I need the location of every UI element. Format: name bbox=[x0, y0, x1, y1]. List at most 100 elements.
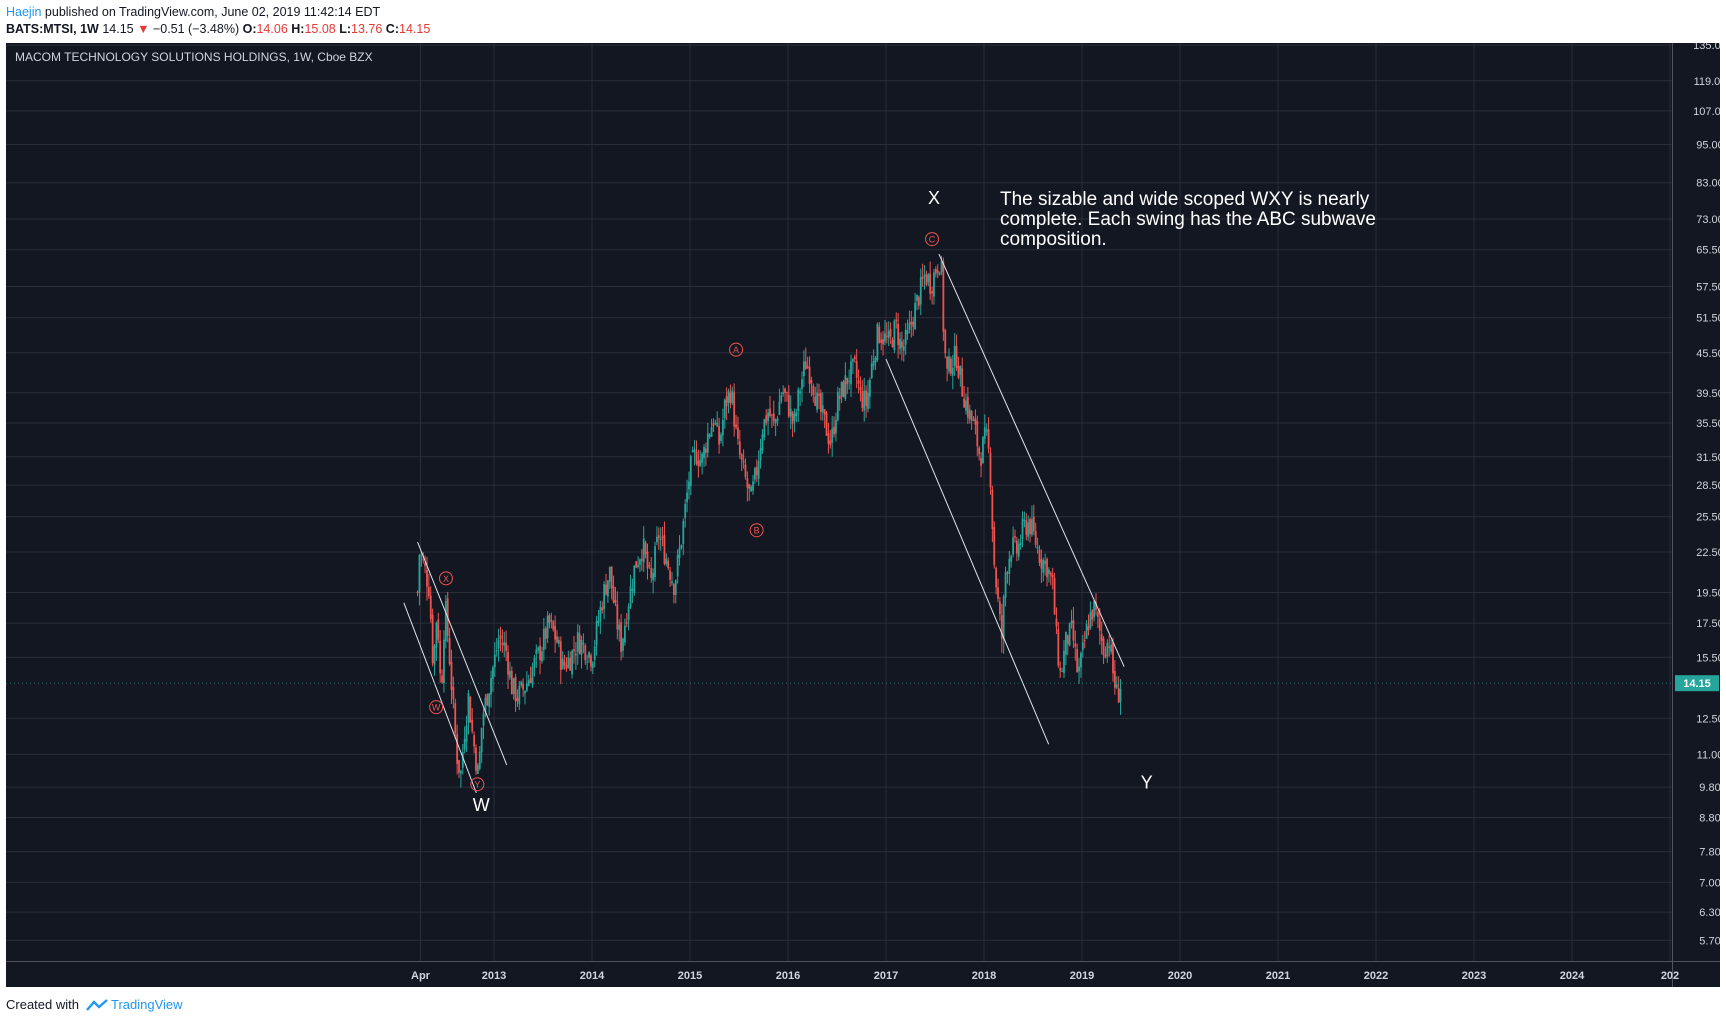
y-tick-label: 65.50 bbox=[1696, 245, 1720, 257]
candle-body bbox=[539, 645, 541, 661]
candle bbox=[901, 331, 903, 361]
candle-body bbox=[735, 424, 737, 428]
candle bbox=[476, 762, 479, 774]
candle-body bbox=[646, 551, 649, 569]
candle bbox=[876, 322, 879, 363]
wave-label-text: X bbox=[443, 574, 449, 584]
candle bbox=[429, 586, 432, 623]
candle bbox=[1119, 679, 1122, 715]
candle bbox=[1061, 667, 1063, 672]
chart-area[interactable]: 135.00 119.00 107.00 95.00 83.00 73.00 65.50 57… bbox=[6, 40, 1726, 987]
candle bbox=[424, 555, 426, 574]
degree-label-y: Y bbox=[1141, 773, 1153, 793]
candle-body bbox=[765, 415, 768, 423]
candle-body bbox=[431, 614, 434, 664]
candle-body bbox=[997, 587, 999, 599]
candle-body bbox=[857, 380, 860, 384]
candle bbox=[1115, 676, 1118, 690]
candle-body bbox=[906, 330, 909, 334]
candle bbox=[469, 695, 472, 723]
candle-body bbox=[1104, 654, 1107, 658]
candle-body bbox=[720, 434, 722, 441]
candle-body bbox=[561, 658, 564, 670]
candle-body bbox=[663, 535, 666, 564]
y-tick-label: 107.00 bbox=[1693, 106, 1720, 118]
candle bbox=[951, 355, 954, 390]
candle-body bbox=[933, 272, 935, 297]
candle-body bbox=[755, 467, 758, 475]
candle-body bbox=[844, 375, 847, 399]
candle bbox=[580, 635, 583, 669]
candle-body bbox=[689, 456, 692, 486]
candle bbox=[1029, 517, 1031, 543]
candle bbox=[867, 380, 869, 413]
tradingview-link[interactable]: TradingView bbox=[111, 997, 183, 1012]
candle bbox=[744, 458, 747, 480]
candle-body bbox=[452, 686, 455, 700]
candle-body bbox=[1102, 638, 1105, 656]
candle bbox=[716, 411, 719, 428]
candle-body bbox=[974, 418, 977, 425]
candle-body bbox=[872, 361, 875, 367]
candle bbox=[426, 557, 428, 601]
candle bbox=[444, 594, 447, 649]
candle bbox=[623, 618, 626, 646]
candle-body bbox=[520, 681, 523, 686]
open-value: 14.06 bbox=[256, 22, 288, 36]
candle-body bbox=[1106, 642, 1109, 657]
candle-body bbox=[573, 649, 575, 652]
candle bbox=[823, 408, 826, 429]
grid-lines bbox=[6, 43, 1672, 961]
candlestick-chart[interactable]: 135.00 119.00 107.00 95.00 83.00 73.00 65.50 57… bbox=[6, 40, 1726, 987]
candle-body bbox=[848, 380, 851, 382]
candle bbox=[505, 630, 508, 662]
candle-body bbox=[556, 636, 558, 643]
candle-body bbox=[1087, 626, 1090, 631]
candle-body bbox=[876, 323, 879, 360]
candle bbox=[793, 408, 796, 433]
candle-body bbox=[1000, 615, 1003, 639]
candle bbox=[501, 629, 504, 653]
candle bbox=[1040, 549, 1043, 583]
candle-body bbox=[460, 770, 462, 774]
candle-body bbox=[801, 379, 803, 389]
candle-body bbox=[927, 274, 930, 282]
candle bbox=[808, 356, 811, 394]
candle bbox=[946, 356, 949, 382]
candle bbox=[748, 483, 751, 501]
author-link[interactable]: Haejin bbox=[6, 5, 42, 19]
candle-body bbox=[908, 322, 911, 330]
candle-body bbox=[714, 422, 717, 424]
candle bbox=[827, 422, 830, 454]
wave-label-b: B bbox=[749, 523, 764, 538]
candle-body bbox=[1100, 634, 1103, 641]
candle-body bbox=[919, 277, 922, 305]
low-label: L: bbox=[339, 22, 352, 36]
candle-body bbox=[478, 751, 481, 769]
candle bbox=[870, 355, 873, 379]
candle-body bbox=[418, 554, 421, 593]
candle-body bbox=[627, 606, 630, 620]
candle-body bbox=[846, 377, 849, 385]
candle bbox=[1008, 550, 1011, 586]
candle-body bbox=[878, 326, 881, 343]
candle bbox=[1055, 607, 1058, 635]
candle-body bbox=[686, 492, 688, 502]
candle-body bbox=[642, 538, 645, 563]
candle bbox=[1083, 631, 1086, 649]
candle-body bbox=[893, 320, 896, 351]
candle bbox=[518, 681, 521, 711]
candle-body bbox=[450, 661, 453, 690]
x-tick-label: 2017 bbox=[874, 970, 898, 982]
candle bbox=[533, 654, 536, 677]
candle-body bbox=[759, 448, 762, 461]
candle bbox=[492, 665, 494, 692]
candle bbox=[983, 414, 986, 445]
y-tick-label: 11.00 bbox=[1697, 749, 1720, 761]
candle-body bbox=[437, 619, 440, 640]
candle-body bbox=[982, 437, 984, 464]
candle-body bbox=[776, 418, 779, 422]
candle-body bbox=[950, 358, 952, 374]
candle-body bbox=[946, 356, 949, 369]
candle-body bbox=[1110, 644, 1112, 652]
